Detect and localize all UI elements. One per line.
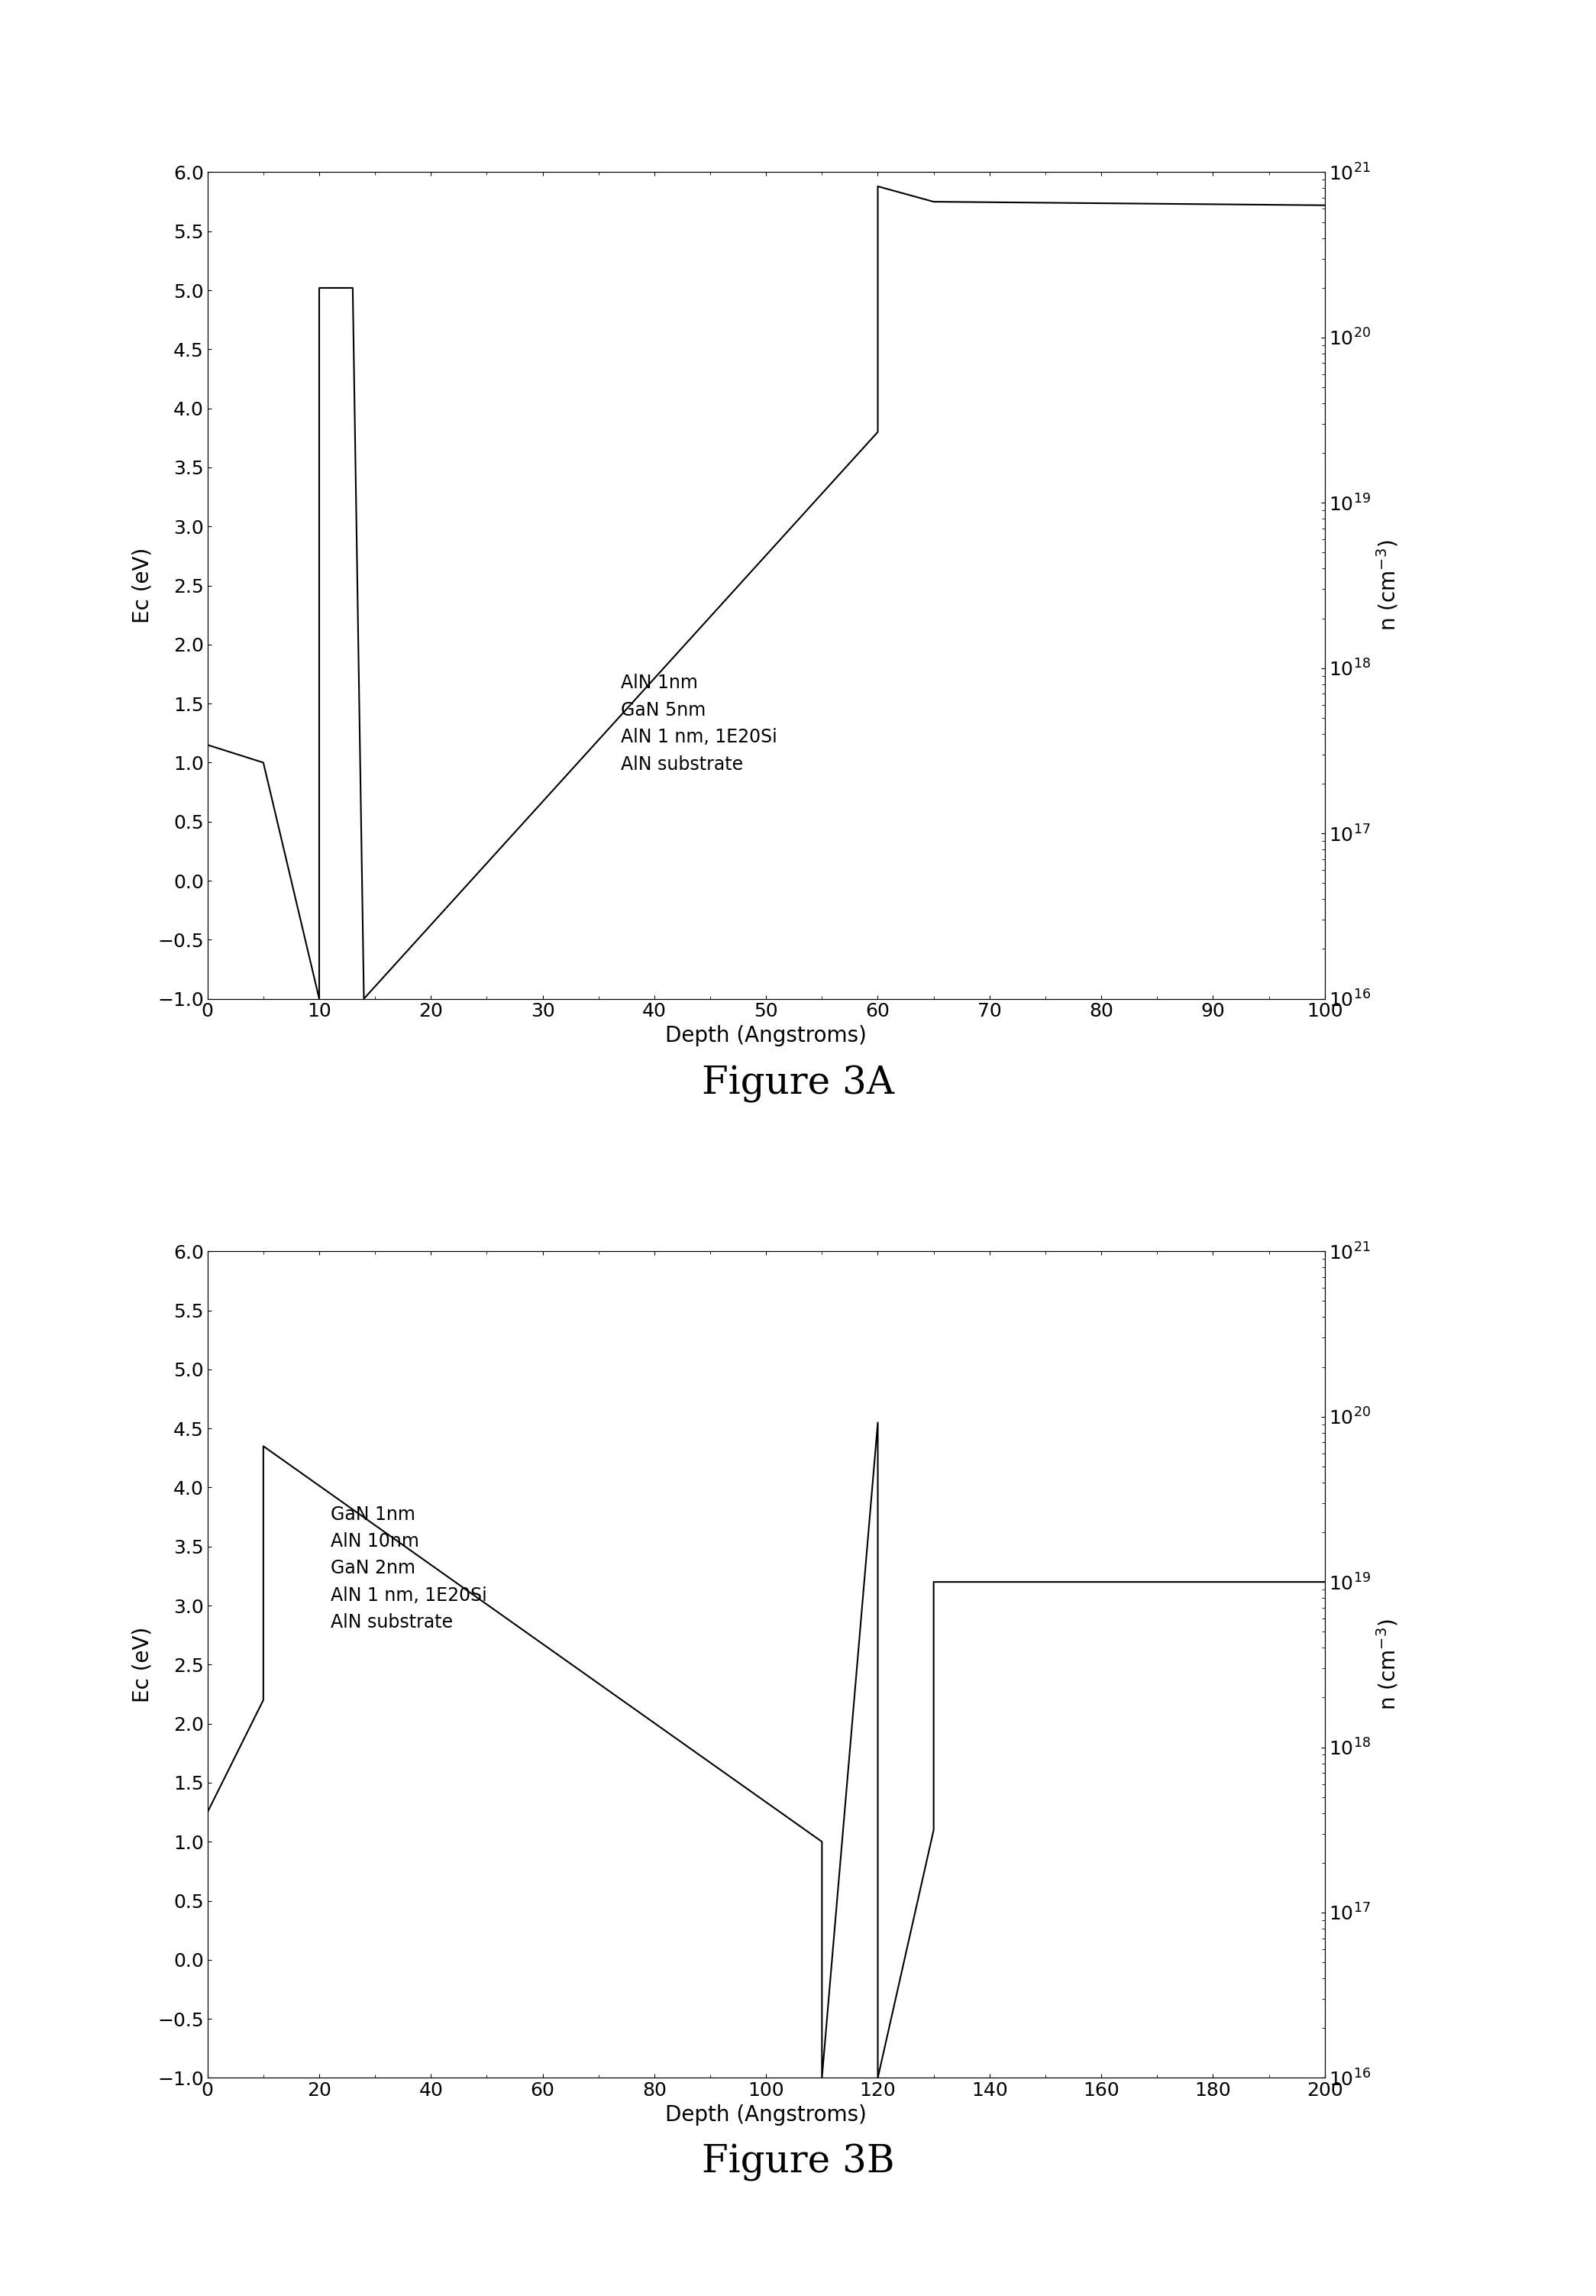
Y-axis label: n (cm$^{-3}$): n (cm$^{-3}$) [1374, 1619, 1400, 1711]
X-axis label: Depth (Angstroms): Depth (Angstroms) [666, 1024, 867, 1047]
X-axis label: Depth (Angstroms): Depth (Angstroms) [666, 2103, 867, 2126]
Y-axis label: Ec (eV): Ec (eV) [132, 546, 153, 625]
Y-axis label: n (cm$^{-3}$): n (cm$^{-3}$) [1374, 540, 1400, 631]
Text: Figure 3A: Figure 3A [702, 1065, 894, 1102]
Text: Figure 3B: Figure 3B [702, 2144, 894, 2181]
Y-axis label: Ec (eV): Ec (eV) [132, 1626, 153, 1704]
Text: GaN 1nm
AlN 10nm
GaN 2nm
AlN 1 nm, 1E20Si
AlN substrate: GaN 1nm AlN 10nm GaN 2nm AlN 1 nm, 1E20S… [330, 1506, 487, 1632]
Text: AlN 1nm
GaN 5nm
AlN 1 nm, 1E20Si
AlN substrate: AlN 1nm GaN 5nm AlN 1 nm, 1E20Si AlN sub… [621, 675, 777, 774]
